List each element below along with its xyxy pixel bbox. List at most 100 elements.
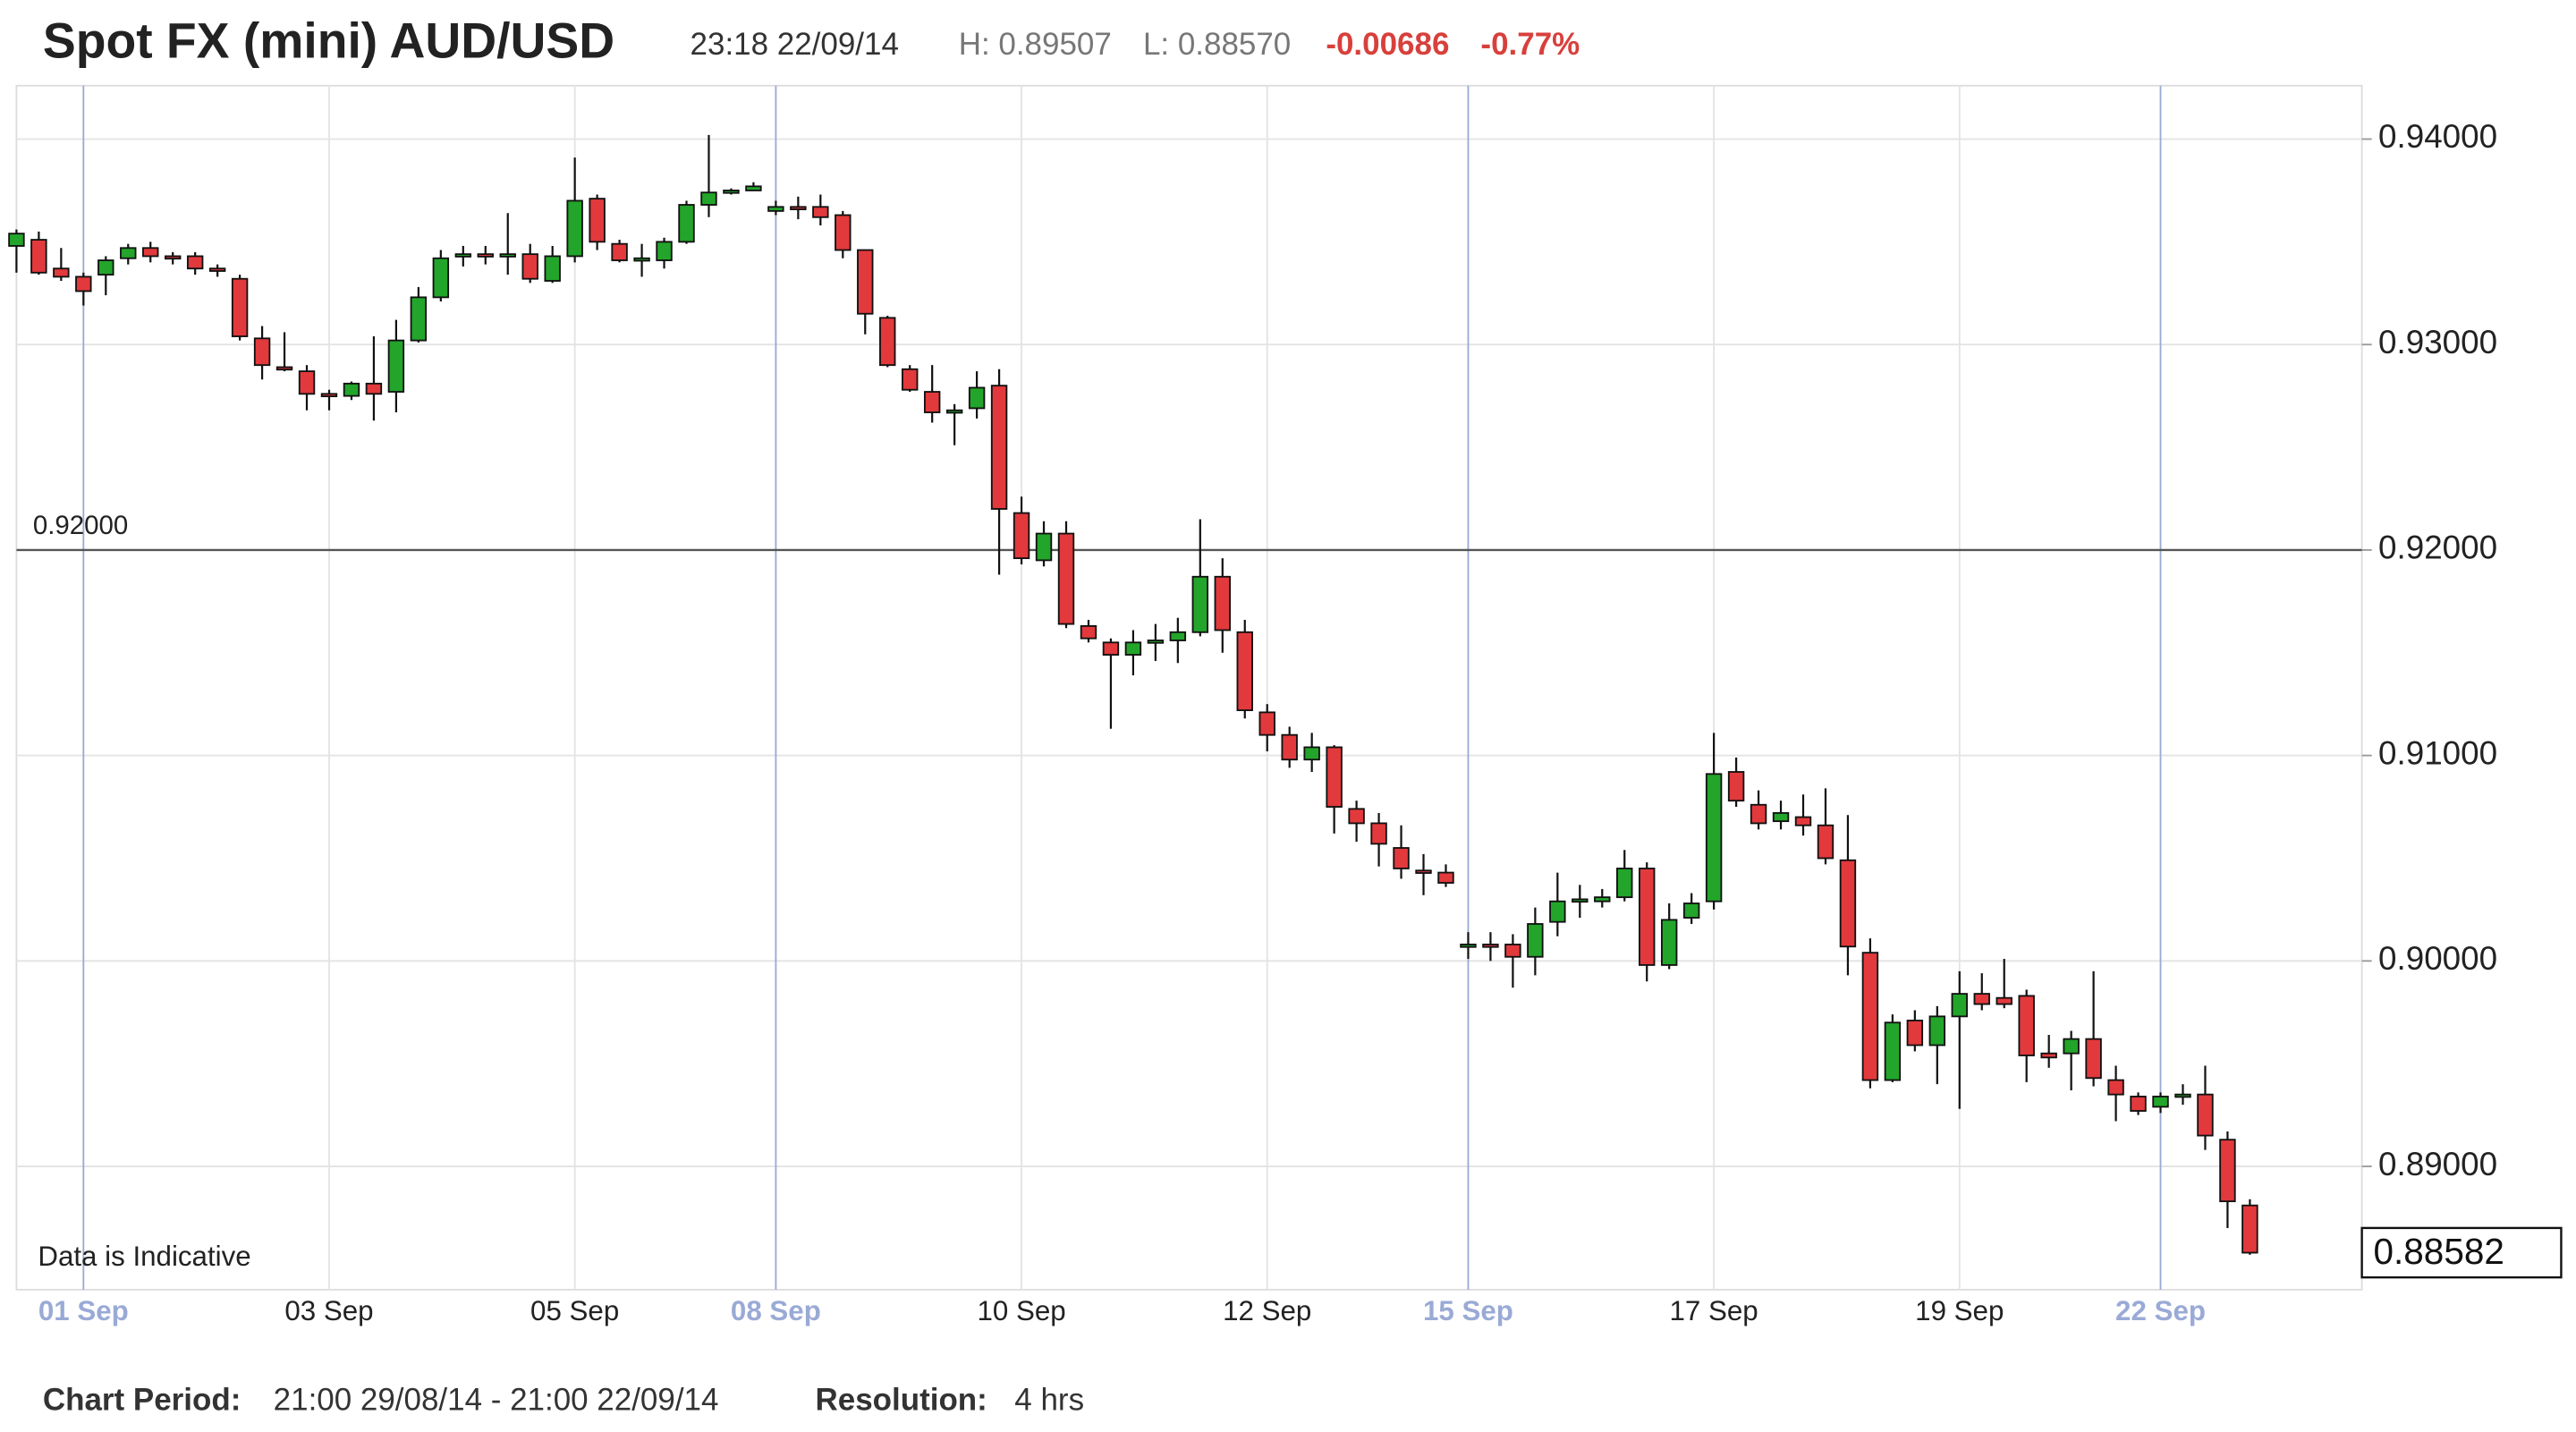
candle-body [53,267,70,278]
candle-body [1928,1015,1946,1046]
candle-body [633,257,650,262]
candle-body [835,214,852,251]
candle-body [1951,993,1968,1018]
candle-body [387,339,405,393]
x-tick-label: 01 Sep [38,1295,129,1326]
candle-body [320,393,338,398]
candle-body [1594,896,1611,902]
candle-body [120,247,137,259]
candle-body [8,233,25,247]
candle-body [1147,640,1165,644]
candle-body [589,198,606,243]
candle-body [2241,1204,2258,1254]
candle-body [902,368,919,391]
candle-body [1102,641,1120,656]
note: Data is Indicative [38,1241,250,1272]
candle-body [990,385,1008,510]
candle-body [1080,624,1097,640]
candle-body [945,409,963,414]
y-tick-label: 0.90000 [2378,940,2497,977]
change-percent: -0.77% [1480,27,1580,62]
candle-body [2152,1096,2169,1108]
candle-body [1214,575,1231,631]
chart-title: Spot FX (mini) AUD/USD [43,13,614,68]
candle-body [857,249,874,315]
candle-body [2130,1096,2147,1112]
candle-body [1906,1020,1924,1046]
candle-body [656,241,673,261]
candle-body [275,366,293,371]
candle-body [1549,900,1566,923]
candle-body [1504,944,1521,958]
candle-body [611,242,628,261]
candle-body [1303,746,1320,761]
candle-body [1035,532,1053,562]
candle-body [365,382,383,395]
candle-body [1370,822,1387,845]
candle-body [2018,995,2035,1056]
candle-body [968,386,986,410]
candle-body [1839,859,1857,948]
reference-label: 0.92000 [33,511,128,540]
candle-body [208,267,226,272]
candle-body [231,277,249,337]
candle-body [1348,808,1365,825]
candle-body [1572,898,1589,903]
last-price-box [2360,1226,2563,1279]
plot [8,85,2362,1290]
candle-body [1884,1021,1902,1081]
candle-body [745,185,762,191]
candle-body [432,257,450,299]
candle-body [1973,993,1990,1005]
candle-body [1772,812,1790,823]
x-tick-label: 17 Sep [1670,1295,1758,1326]
candle-body [1437,871,1454,884]
candle-body [1124,641,1142,656]
candle-body [1236,631,1253,712]
candle-body [2085,1038,2102,1080]
candle-body [1169,631,1187,641]
candle-body [678,204,695,243]
candle-body [1191,575,1209,633]
candle-body [1616,868,1633,899]
candle-body [790,206,807,210]
candle-body [521,253,538,280]
candle-body [343,382,360,397]
candle-body [2107,1079,2124,1096]
high-price: H: 0.89507 [959,27,1112,62]
period-label: Chart Period: [43,1382,241,1417]
candle-body [1057,532,1075,625]
candle-body [1727,771,1745,802]
candle-body [1996,996,2012,1005]
y-tick-label: 0.89000 [2378,1146,2497,1182]
low-price: L: 0.88570 [1143,27,1291,62]
candle-body [1482,944,1499,948]
candle-body [1660,919,1678,966]
candle-body [1527,923,1544,958]
x-tick-label: 10 Sep [977,1295,1065,1326]
candle-body [499,253,516,258]
candle-body [879,317,896,367]
x-tick-label: 03 Sep [284,1295,373,1326]
candle-body [97,259,114,276]
candle-body [566,199,583,258]
candle-body [1817,824,1835,860]
plot-frame [15,84,2363,1291]
candle-body [2219,1139,2236,1203]
candle-body [164,255,182,260]
period: 21:00 29/08/14 - 21:00 22/09/14 [274,1382,719,1417]
candle-body [1415,869,1432,874]
candle-body [1460,944,1477,948]
candle-body [75,275,92,292]
timestamp: 23:18 22/09/14 [691,27,899,62]
candle-body [253,337,271,367]
candle-body [142,247,159,258]
candle-body [477,253,494,258]
candle-body [1794,816,1812,826]
candle-body [1258,711,1275,736]
candle-body [186,255,204,270]
resolution-label: Resolution: [816,1382,987,1417]
candle-body [454,253,472,258]
